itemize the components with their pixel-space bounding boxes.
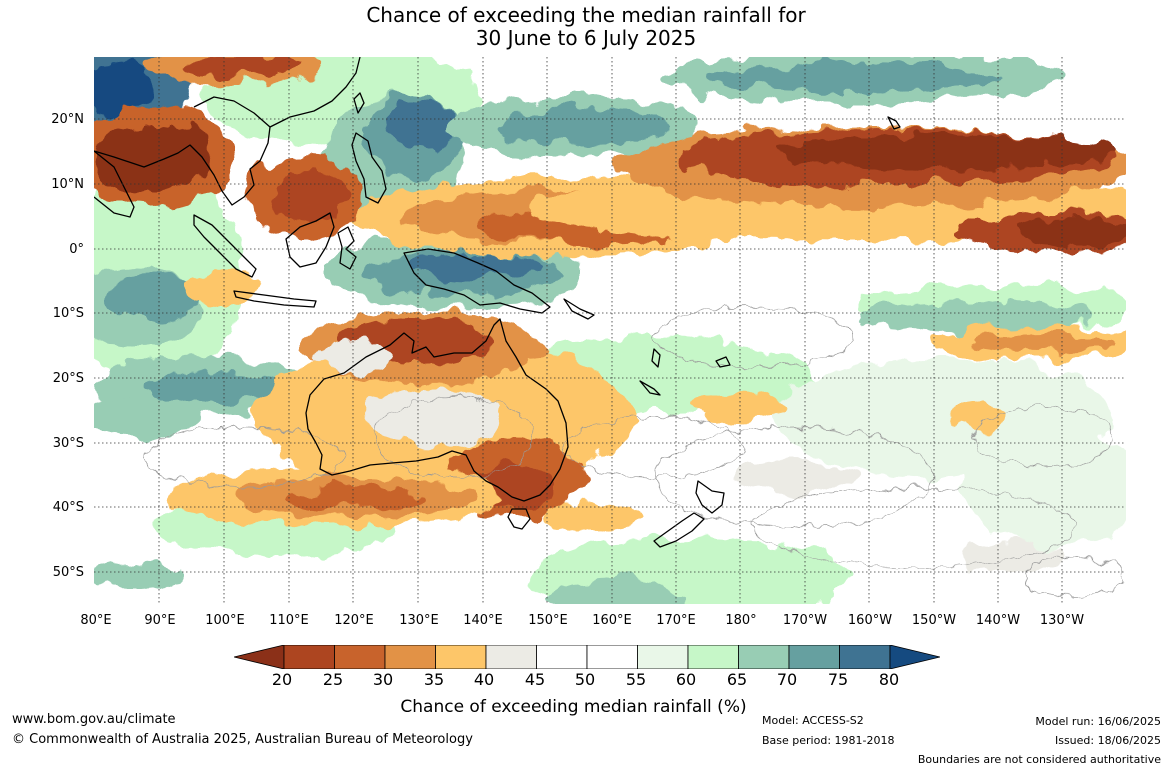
- fiji: [715, 356, 731, 368]
- model-name: Model: ACCESS-S2: [762, 714, 864, 727]
- colorbar-cell: [283, 645, 335, 669]
- rainfall-field: [94, 57, 1126, 604]
- tasmania-coast: [507, 508, 531, 530]
- china-coast: [269, 57, 361, 128]
- lon-label-160w: 160°W: [847, 613, 893, 628]
- sulawesi-coast: [337, 226, 357, 270]
- sumatra-coast: [193, 214, 257, 278]
- lon-label-150e: 150°E: [528, 613, 568, 628]
- colorbar-tick-35: 35: [423, 670, 445, 689]
- base-period: Base period: 1981-2018: [762, 734, 895, 747]
- lat-label-10n: 10°N: [51, 177, 84, 192]
- rainfall-map: [94, 57, 1126, 604]
- lon-label-100e: 100°E: [205, 613, 245, 628]
- vanuatu: [651, 348, 661, 368]
- colorbar-cell: [485, 645, 537, 669]
- colorbar-cell: [586, 645, 638, 669]
- colorbar-tick-70: 70: [776, 670, 798, 689]
- colorbar-tick-60: 60: [675, 670, 697, 689]
- philippines-coast: [351, 132, 387, 204]
- borneo-coast: [285, 212, 335, 268]
- indochina-coast: [94, 96, 271, 206]
- copyright-text: © Commonwealth of Australia 2025, Austra…: [12, 732, 473, 747]
- colorbar-tick-65: 65: [726, 670, 748, 689]
- contour-lines: [143, 306, 1125, 598]
- lon-label-90e: 90°E: [144, 613, 176, 628]
- colorbar-label: Chance of exceeding median rainfall (%): [400, 697, 747, 717]
- colorbar-tick-30: 30: [372, 670, 394, 689]
- lon-label-140w: 140°W: [975, 613, 1021, 628]
- colorbar-tick-25: 25: [322, 670, 344, 689]
- new-zealand-south: [653, 512, 705, 548]
- lon-label-170e: 170°E: [656, 613, 696, 628]
- colorbar-cell: [435, 645, 487, 669]
- colorbar-cell: [536, 645, 588, 669]
- title-line-1: Chance of exceeding the median rainfall …: [366, 3, 806, 27]
- map-title: Chance of exceeding the median rainfall …: [0, 4, 1173, 50]
- colorbar-tick-80: 80: [878, 670, 900, 689]
- colorbar-tick-50: 50: [574, 670, 596, 689]
- colorbar-cell: [839, 645, 891, 669]
- lon-label-170w: 170°W: [782, 613, 828, 628]
- lat-label-30s: 30°S: [52, 436, 84, 451]
- colorbar-tick-20: 20: [271, 670, 293, 689]
- colorbar: [234, 645, 940, 669]
- colorbar-cell: [687, 645, 739, 669]
- lon-label-180: 180°: [725, 613, 757, 628]
- lon-label-130w: 130°W: [1039, 613, 1085, 628]
- lat-label-0: 0°: [69, 242, 84, 257]
- title-line-2: 30 June to 6 July 2025: [475, 26, 697, 50]
- colorbar-tick-75: 75: [827, 670, 849, 689]
- graticule: [94, 57, 1126, 604]
- colorbar-cells: [283, 645, 891, 669]
- lat-label-20n: 20°N: [51, 112, 84, 127]
- colorbar-cell: [384, 645, 436, 669]
- colorbar-tick-55: 55: [625, 670, 647, 689]
- java-coast: [233, 290, 317, 308]
- boundaries-disclaimer: Boundaries are not considered authoritat…: [917, 753, 1161, 766]
- colorbar-cell: [334, 645, 386, 669]
- colorbar-tick-45: 45: [524, 670, 546, 689]
- lon-label-80e: 80°E: [80, 613, 112, 628]
- india-coast: [94, 150, 135, 218]
- lat-label-20s: 20°S: [52, 371, 84, 386]
- issued-date: Issued: 18/06/2025: [1054, 734, 1161, 747]
- model-run-date: Model run: 16/06/2025: [1035, 715, 1161, 728]
- lon-label-110e: 110°E: [269, 613, 309, 628]
- lat-label-40s: 40°S: [52, 500, 84, 515]
- colorbar-cell: [738, 645, 790, 669]
- lon-label-140e: 140°E: [463, 613, 503, 628]
- lon-label-150w: 150°W: [911, 613, 957, 628]
- lat-label-10s: 10°S: [52, 306, 84, 321]
- colorbar-low-arrow: [234, 645, 285, 669]
- colorbar-tick-40: 40: [473, 670, 495, 689]
- lon-label-160e: 160°E: [592, 613, 632, 628]
- taiwan-coast: [353, 92, 365, 114]
- new-zealand-north: [695, 480, 725, 514]
- new-caledonia: [639, 380, 661, 396]
- solomon-islands: [563, 298, 595, 320]
- website-link[interactable]: www.bom.gov.au/climate: [12, 712, 176, 727]
- lon-label-130e: 130°E: [399, 613, 439, 628]
- lat-label-50s: 50°S: [52, 565, 84, 580]
- map-canvas: [94, 57, 1126, 604]
- colorbar-cell: [637, 645, 689, 669]
- colorbar-high-arrow: [889, 645, 940, 669]
- colorbar-cell: [788, 645, 840, 669]
- hawaii: [887, 116, 901, 130]
- lon-label-120e: 120°E: [334, 613, 374, 628]
